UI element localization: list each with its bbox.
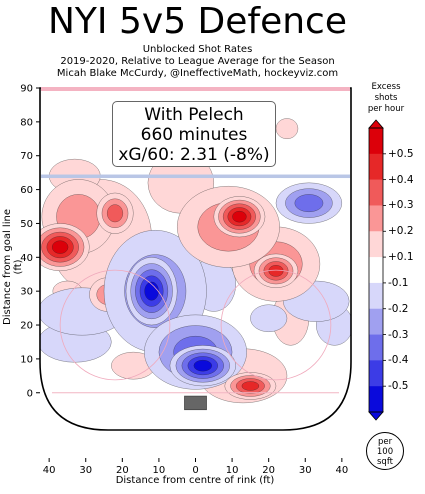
y-tick-label: 70 — [20, 151, 33, 162]
colorbar-max-arrow — [368, 119, 384, 129]
x-tick-label: 30 — [299, 465, 312, 476]
y-tick-label: 60 — [20, 185, 33, 196]
colorbar-segment — [369, 308, 383, 335]
x-tick-label: 40 — [335, 465, 348, 476]
colorbar-segment — [369, 153, 383, 180]
colorbar-tick-label: -0.1 — [388, 276, 409, 289]
y-tick-label: 50 — [20, 219, 33, 230]
x-axis-label: Distance from centre of rink (ft) — [115, 475, 275, 486]
per-100-sqft-badge: per 100 sqft — [366, 432, 404, 470]
y-tick-label: 30 — [20, 287, 33, 298]
x-tick-label: 20 — [262, 465, 275, 476]
annotation-line-1: With Pelech — [144, 105, 244, 125]
blue-line — [41, 174, 350, 179]
heat-contour — [106, 204, 124, 223]
centre-red-line — [41, 87, 350, 91]
colorbar-tick-label: -0.2 — [388, 302, 409, 315]
annotation-line-2: 660 minutes — [140, 125, 248, 145]
x-tick-label: 0 — [192, 465, 198, 476]
heat-contour — [294, 194, 324, 213]
x-tick-label: 10 — [226, 465, 239, 476]
x-tick-label: 10 — [153, 465, 166, 476]
colorbar-segment — [369, 205, 383, 232]
y-tick-label: 10 — [20, 354, 33, 365]
colorbar-title: Excess shots per hour — [362, 82, 410, 115]
subtitle-line-3: Micah Blake McCurdy, @IneffectiveMath, h… — [56, 68, 339, 79]
goal-net — [184, 395, 207, 411]
y-tick-label: 0 — [27, 388, 33, 399]
colorbar-tick-label: +0.1 — [388, 251, 414, 264]
rink-boards — [39, 87, 352, 431]
heat-contour — [268, 264, 284, 277]
per100-line-1: per — [377, 437, 393, 447]
colorbar-segment — [369, 231, 383, 258]
colorbar-title-line-1: Excess — [371, 82, 401, 92]
heat-contour — [241, 381, 260, 391]
annotation-line-3: xG/60: 2.31 (-8%) — [118, 145, 270, 165]
subtitle-line-2: 2019-2020, Relative to League Average fo… — [60, 56, 335, 67]
faceoff-circle — [220, 269, 332, 381]
y-tick-label: 80 — [20, 117, 33, 128]
subtitle-line-1: Unblocked Shot Rates — [142, 44, 253, 55]
colorbar-tick-label: -0.3 — [388, 328, 409, 341]
colorbar-tick-label: +0.2 — [388, 225, 414, 238]
annotation-box: With Pelech 660 minutes xG/60: 2.31 (-8%… — [112, 101, 276, 167]
colorbar-segment — [369, 360, 383, 387]
faceoff-circle — [59, 269, 171, 381]
heat-contour — [275, 118, 299, 140]
colorbar-min-arrow — [368, 411, 384, 421]
y-tick-label: 90 — [20, 84, 33, 95]
x-tick-label: 30 — [79, 465, 92, 476]
colorbar-segment — [369, 128, 383, 155]
colorbar-segment — [369, 179, 383, 206]
colorbar-tick-label: -0.4 — [388, 354, 409, 367]
heat-contour — [232, 210, 247, 223]
y-tick-label: 40 — [20, 253, 33, 264]
colorbar-tick-label: +0.3 — [388, 199, 414, 212]
y-axis-label: Distance from goal line (ft) — [2, 209, 24, 325]
colorbar-title-line-3: per hour — [367, 104, 405, 114]
per100-line-2: 100 — [376, 447, 394, 457]
colorbar-tick-label: +0.5 — [388, 147, 414, 160]
per100-line-3: sqft — [377, 457, 393, 467]
colorbar — [368, 119, 386, 421]
heat-contour — [250, 304, 288, 333]
heat-contour — [193, 359, 213, 372]
x-tick-label: 20 — [116, 465, 129, 476]
colorbar-tick-label: -0.5 — [388, 380, 409, 393]
colorbar-segment — [369, 334, 383, 361]
heat-contour — [51, 240, 69, 254]
y-tick-label: 20 — [20, 321, 33, 332]
colorbar-segment — [369, 386, 383, 413]
x-tick-label: 40 — [43, 465, 56, 476]
colorbar-frame — [368, 127, 384, 413]
chart-title: NYI 5v5 Defence — [48, 1, 347, 42]
colorbar-segment — [369, 257, 383, 284]
heat-contour — [144, 281, 159, 301]
colorbar-segment — [369, 282, 383, 310]
colorbar-tick-label: +0.4 — [388, 173, 414, 186]
colorbar-title-line-2: shots — [374, 93, 398, 103]
